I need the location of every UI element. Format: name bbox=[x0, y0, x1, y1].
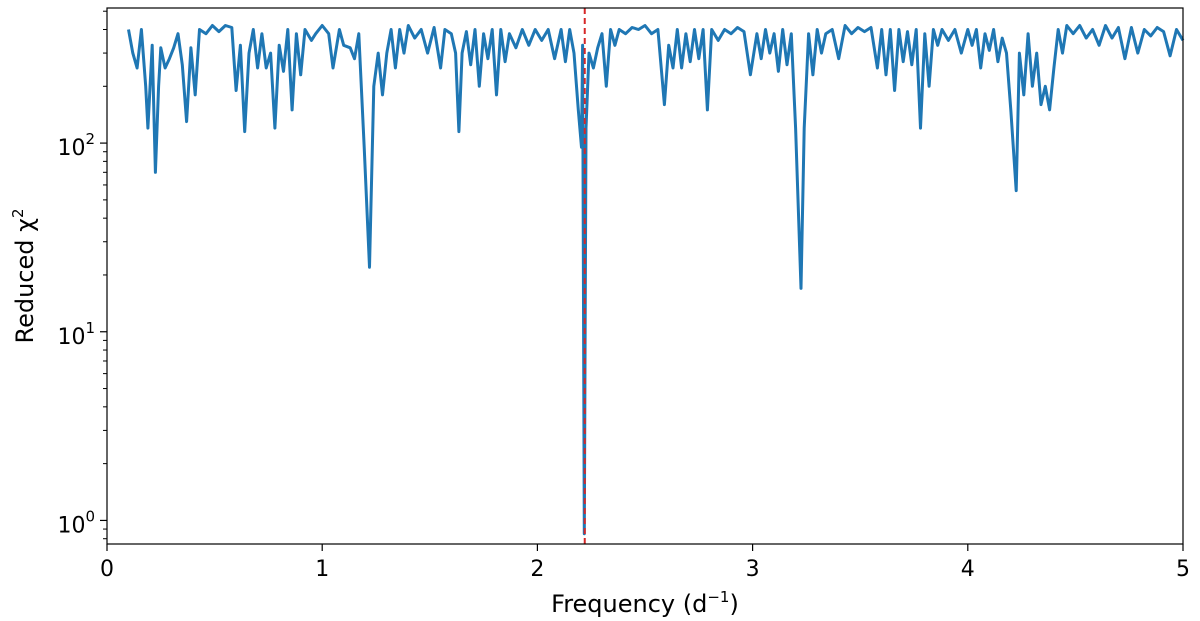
plot-area bbox=[127, 8, 1185, 544]
x-axis-label: Frequency (d−1) bbox=[551, 588, 739, 618]
y-axis-label: Reduced χ2 bbox=[9, 208, 39, 343]
y-tick-label: 100 bbox=[57, 507, 95, 538]
x-tick-label: 0 bbox=[100, 557, 114, 582]
y-tick-label: 101 bbox=[57, 319, 95, 350]
x-tick-label: 5 bbox=[1176, 557, 1190, 582]
x-tick-label: 4 bbox=[961, 557, 975, 582]
y-tick-label: 102 bbox=[57, 130, 95, 161]
x-axis-ticks: 0 1 2 3 4 5 bbox=[100, 544, 1190, 582]
x-tick-label: 2 bbox=[530, 557, 544, 582]
y-axis-ticks: 100 101 102 bbox=[57, 10, 107, 540]
plot-frame bbox=[106, 7, 1184, 545]
x-tick-label: 3 bbox=[746, 557, 760, 582]
x-tick-label: 1 bbox=[315, 557, 329, 582]
series-line-reduced-chi2 bbox=[127, 24, 1185, 536]
